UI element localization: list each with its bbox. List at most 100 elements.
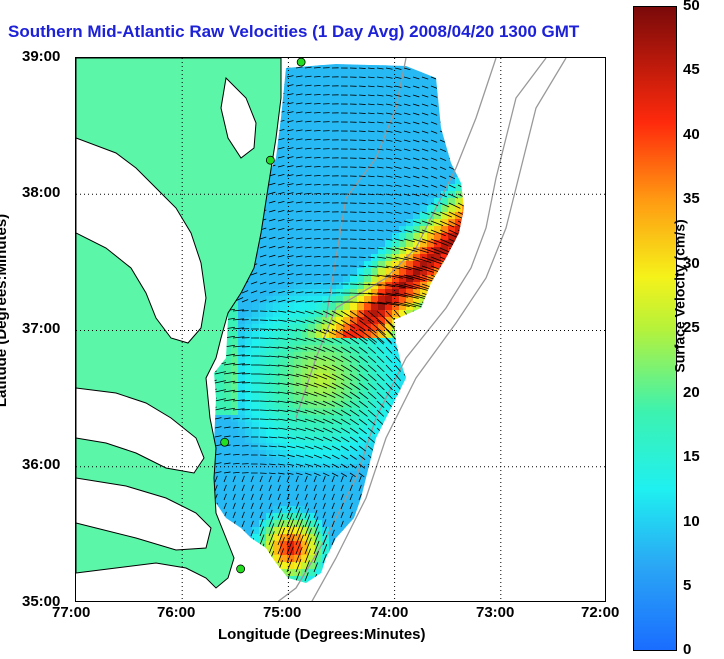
velocity-arrow — [241, 484, 245, 492]
velocity-cell — [385, 506, 393, 514]
velocity-cell — [434, 429, 442, 437]
velocity-cell — [469, 541, 477, 549]
velocity-cell — [308, 114, 316, 122]
velocity-cell — [315, 401, 323, 409]
velocity-cell — [462, 499, 464, 507]
velocity-cell — [343, 121, 351, 129]
velocity-arrow — [349, 472, 356, 478]
velocity-arrow — [403, 454, 409, 461]
velocity-cell — [371, 380, 379, 388]
velocity-cell — [294, 240, 302, 248]
velocity-arrow — [439, 484, 443, 492]
velocity-arrow — [421, 103, 429, 107]
velocity-arrow — [313, 523, 320, 537]
velocity-cell — [294, 499, 302, 507]
velocity-arrow — [430, 175, 438, 179]
velocity-cell — [287, 310, 295, 318]
velocity-arrow — [331, 418, 343, 425]
velocity-cell — [413, 576, 421, 583]
velocity-arrow — [430, 427, 435, 435]
velocity-cell — [399, 520, 407, 528]
velocity-cell — [266, 471, 274, 479]
velocity-arrow — [286, 427, 297, 431]
velocity-cell — [322, 86, 330, 94]
velocity-cell — [378, 149, 386, 157]
velocity-cell — [399, 443, 407, 451]
velocity-cell — [287, 303, 295, 311]
velocity-arrow — [349, 319, 366, 331]
velocity-arrow — [331, 319, 345, 327]
velocity-arrow — [457, 202, 464, 211]
velocity-arrow — [412, 157, 420, 161]
velocity-cell — [336, 422, 344, 430]
velocity-arrow — [448, 382, 452, 390]
velocity-arrow — [277, 255, 285, 258]
velocity-cell — [427, 93, 435, 101]
velocity-cell — [427, 226, 435, 234]
velocity-arrow — [421, 547, 425, 555]
velocity-cell — [455, 450, 463, 458]
velocity-cell — [399, 149, 407, 157]
velocity-cell — [364, 590, 372, 598]
velocity-cell — [434, 373, 442, 381]
velocity-arrow — [313, 454, 322, 459]
velocity-arrow — [268, 346, 279, 349]
velocity-arrow — [394, 94, 402, 97]
velocity-cell — [434, 170, 442, 178]
velocity-cell — [378, 345, 386, 353]
velocity-cell — [322, 310, 330, 318]
velocity-cell — [357, 303, 365, 311]
velocity-cell — [427, 450, 435, 458]
velocity-arrow — [358, 328, 377, 343]
velocity-arrow — [277, 391, 289, 395]
velocity-arrow — [295, 255, 303, 258]
velocity-arrow — [430, 67, 438, 71]
velocity-cell — [378, 156, 386, 164]
velocity-arrow — [322, 373, 337, 381]
velocity-cell — [364, 247, 372, 255]
map-plot-area[interactable] — [75, 57, 606, 602]
velocity-cell — [315, 436, 323, 444]
velocity-cell — [385, 352, 393, 360]
velocity-cell — [441, 184, 449, 192]
velocity-cell — [259, 366, 267, 374]
velocity-cell — [420, 93, 428, 101]
velocity-cell — [462, 471, 464, 479]
velocity-cell — [357, 135, 365, 143]
velocity-cell — [434, 478, 442, 486]
velocity-cell — [434, 198, 442, 206]
velocity-cell — [434, 583, 442, 591]
velocity-arrow — [259, 484, 263, 492]
velocity-cell — [427, 170, 435, 178]
velocity-cell — [378, 135, 386, 143]
velocity-cell — [294, 366, 302, 374]
velocity-cell — [301, 345, 309, 353]
velocity-cell — [301, 100, 309, 108]
velocity-cell — [231, 443, 239, 451]
velocity-arrow — [467, 593, 469, 599]
velocity-arrow — [376, 211, 384, 214]
velocity-cell — [469, 79, 477, 87]
velocity-cell — [224, 366, 232, 374]
velocity-arrow — [376, 274, 392, 278]
velocity-cell — [399, 177, 407, 185]
velocity-cell — [448, 254, 456, 262]
velocity-cell — [252, 380, 260, 388]
velocity-cell — [357, 275, 365, 283]
velocity-cell — [294, 345, 302, 353]
velocity-cell — [266, 583, 274, 591]
velocity-cell — [357, 156, 365, 164]
velocity-arrow — [439, 418, 444, 426]
velocity-cell — [462, 422, 464, 430]
velocity-cell — [301, 114, 309, 122]
velocity-arrow — [467, 95, 473, 98]
velocity-arrow — [385, 94, 393, 97]
velocity-arrow — [467, 428, 469, 434]
velocity-cell — [455, 247, 463, 255]
velocity-cell — [287, 429, 295, 437]
velocity-cell — [420, 219, 428, 227]
velocity-arrow — [259, 382, 270, 384]
velocity-arrow — [421, 556, 425, 564]
velocity-cell — [308, 548, 316, 556]
velocity-cell — [287, 492, 295, 500]
